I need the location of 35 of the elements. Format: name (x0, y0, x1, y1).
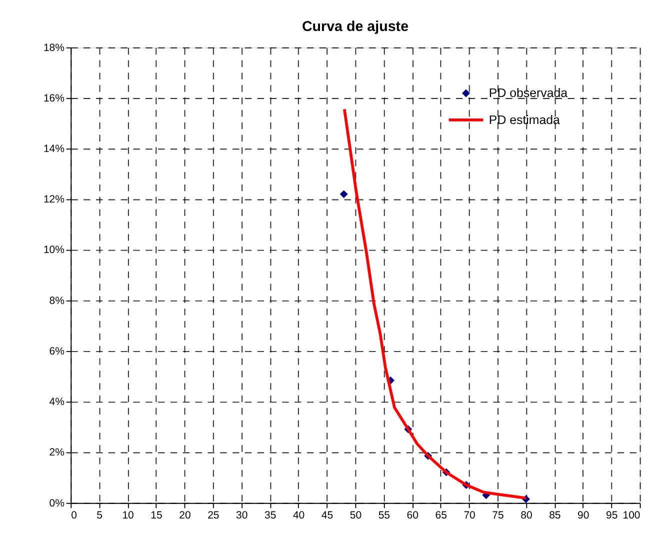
x-tick-label: 5 (96, 510, 103, 522)
y-tick-label: 4% (49, 396, 64, 408)
x-tick-label: 10 (122, 510, 134, 522)
legend-label: PD observada (488, 86, 568, 100)
x-tick-label: 60 (406, 510, 419, 522)
y-tick-label: 10% (43, 244, 64, 256)
x-tick-label: 25 (208, 510, 220, 522)
x-tick-label: 80 (520, 510, 532, 522)
x-tick-label: 95 (606, 510, 618, 522)
point (340, 190, 348, 198)
legend-label: PD estimada (488, 112, 560, 127)
y-tick-label: 8% (49, 294, 64, 307)
x-tick-label: 100 (622, 510, 640, 522)
y-tick-label: 2% (49, 446, 64, 459)
x-tick-label: 0 (71, 510, 78, 522)
x-tick-label: 45 (321, 510, 334, 522)
x-tick-label: 85 (549, 510, 561, 522)
chart-title: Curva de ajuste (302, 19, 409, 36)
x-tick-label: 35 (264, 510, 276, 522)
x-tick-label: 40 (292, 510, 305, 522)
x-tick-label: 55 (378, 510, 390, 522)
x-tick-label: 50 (350, 510, 362, 522)
x-tick-label: 65 (435, 510, 448, 522)
x-tick-label: 75 (492, 510, 504, 522)
x-tick-label: 90 (578, 510, 590, 522)
y-tick-label: 6% (49, 345, 64, 358)
x-tick-label: 15 (150, 510, 163, 522)
y-tick-label: 16% (43, 92, 64, 104)
x-tick-label: 30 (236, 510, 248, 522)
y-tick-label: 12% (43, 194, 64, 206)
y-tick-label: 18% (43, 42, 64, 54)
y-tick-label: 14% (43, 142, 64, 155)
x-tick-label: 70 (464, 510, 476, 522)
x-tick-label: 20 (179, 510, 191, 522)
y-tick-label: 0% (49, 497, 64, 510)
